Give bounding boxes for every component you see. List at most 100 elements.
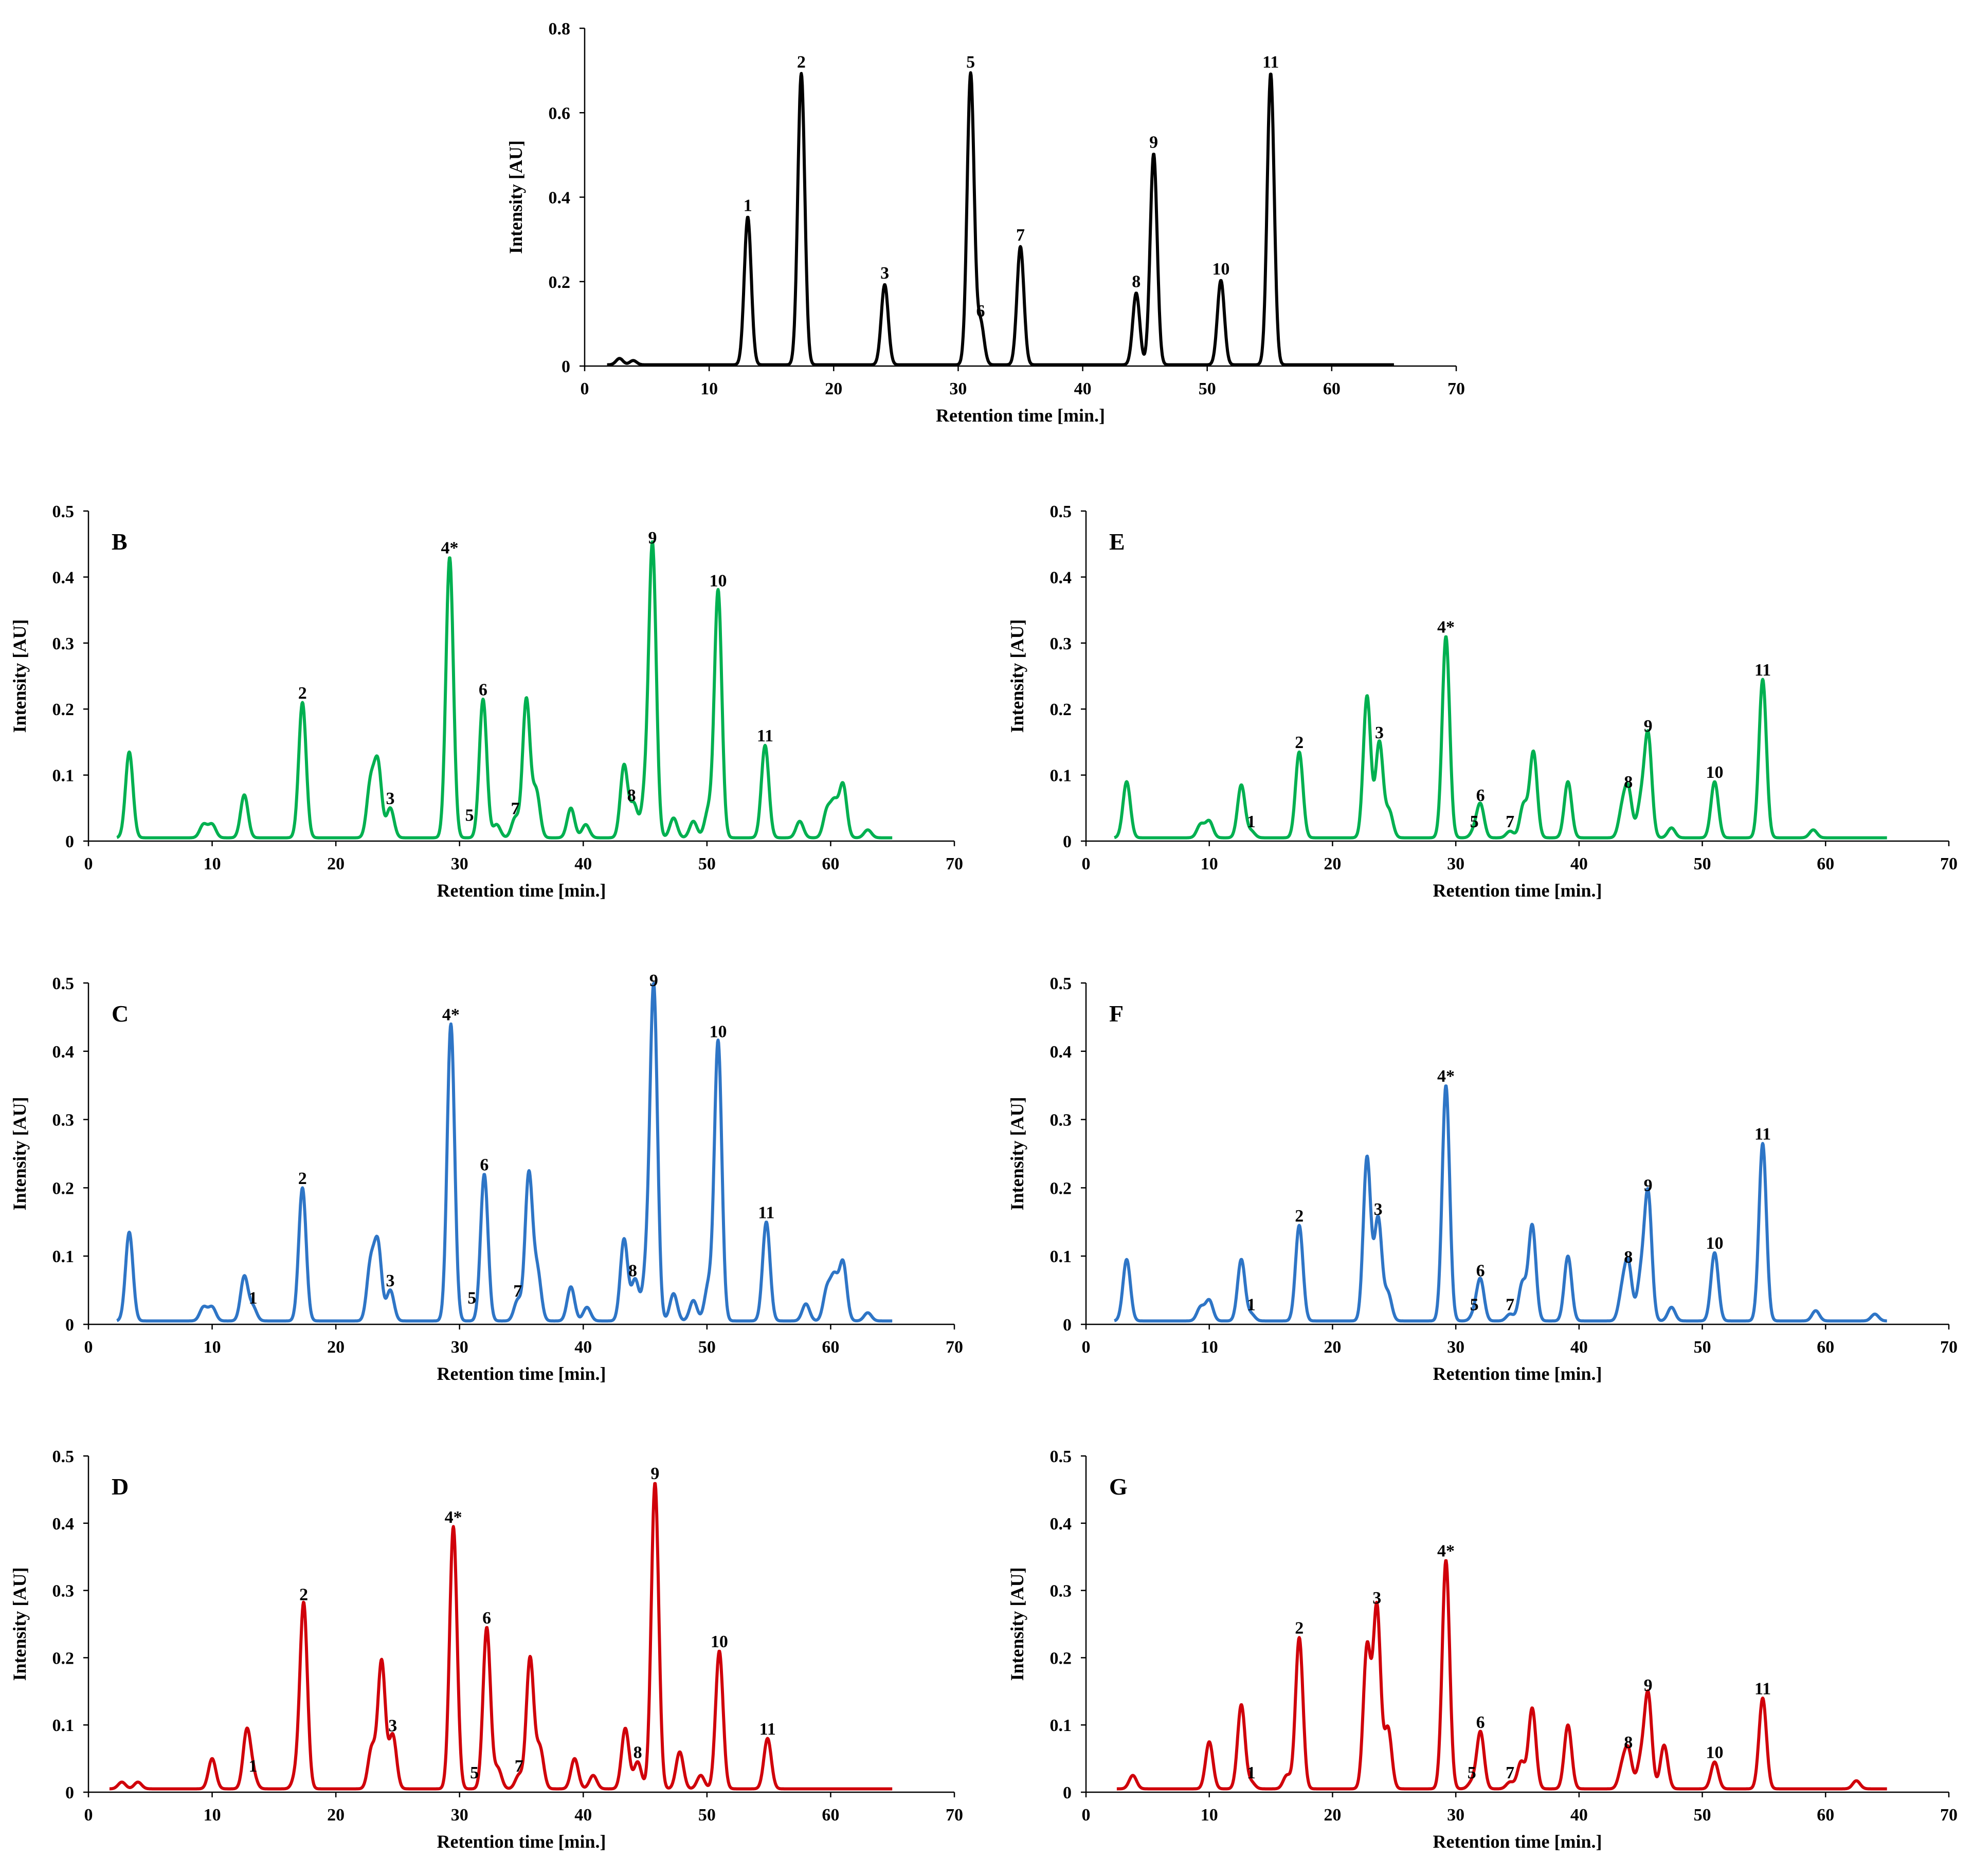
peak-label: 11: [1754, 1679, 1771, 1698]
panel-label-D: D: [112, 1473, 129, 1500]
peak-label: 8: [1132, 272, 1141, 291]
peak-label: 3: [1372, 1589, 1381, 1608]
panel-label-G: G: [1109, 1473, 1128, 1500]
x-tick-label: 50: [698, 854, 716, 873]
chromatogram-trace-G: [1115, 1559, 1888, 1791]
x-axis-title: Retention time [min.]: [437, 1831, 606, 1852]
x-tick-label: 0: [84, 1338, 93, 1357]
x-tick-label: 20: [327, 1806, 345, 1825]
x-axis-title: Retention time [min.]: [1433, 1831, 1602, 1852]
x-tick-label: 30: [451, 1338, 468, 1357]
x-tick-label: 40: [1074, 379, 1092, 398]
chromatogram-trace-C: [116, 981, 894, 1323]
x-tick-label: 20: [327, 1338, 345, 1357]
peak-label: 3: [1374, 1200, 1383, 1219]
x-tick-label: 0: [1082, 854, 1091, 873]
x-tick-label: 20: [327, 854, 345, 873]
x-tick-label: 10: [1201, 1338, 1218, 1357]
y-tick-label: 0: [1063, 832, 1072, 851]
peak-label: 9: [1644, 1176, 1653, 1195]
peak-label: 5: [1470, 812, 1479, 831]
peak-label: 3: [880, 264, 889, 283]
x-tick-label: 60: [822, 1338, 839, 1357]
peak-label: 8: [1624, 773, 1633, 792]
x-axis-title: Retention time [min.]: [936, 405, 1105, 426]
peak-label: 7: [1506, 1296, 1514, 1315]
y-tick-label: 0: [562, 357, 570, 376]
x-tick-label: 10: [1201, 854, 1218, 873]
peak-label: 11: [757, 726, 773, 745]
panel-label-E: E: [1109, 529, 1125, 555]
y-tick-label: 0.5: [52, 1447, 75, 1466]
y-tick-label: 0.8: [549, 20, 571, 39]
y-tick-label: 0.5: [52, 502, 75, 521]
peak-label: 6: [976, 302, 985, 321]
y-tick-label: 0.4: [1050, 1043, 1072, 1062]
peak-label: 10: [711, 1632, 728, 1651]
y-tick-label: 0.5: [52, 974, 75, 993]
peak-label: 6: [479, 680, 487, 699]
y-tick-label: 0.3: [52, 1111, 75, 1130]
x-tick-label: 10: [700, 379, 718, 398]
chromatogram-panel-A: 0 10 20 30 40 50 60 70 0 0.2 0.4 0.6 0.8 Retention ti…: [505, 20, 1465, 426]
peak-label: 8: [627, 786, 636, 805]
x-tick-label: 50: [1694, 1338, 1711, 1357]
x-tick-label: 0: [1082, 1806, 1091, 1825]
y-tick-label: 0.4: [52, 568, 75, 587]
peak-label: 8: [628, 1261, 637, 1280]
x-tick-label: 60: [1817, 1806, 1834, 1825]
peak-label: 4*: [1437, 1067, 1455, 1086]
peak-label: 11: [1262, 52, 1279, 71]
peak-label: 7: [511, 799, 519, 818]
peak-label: 7: [513, 1282, 522, 1301]
x-tick-label: 30: [451, 1806, 468, 1825]
y-tick-label: 0.1: [52, 1716, 75, 1735]
peak-label: 6: [482, 1609, 491, 1628]
x-tick-label: 70: [946, 1806, 963, 1825]
peak-label: 5: [1470, 1296, 1479, 1315]
x-tick-label: 20: [1324, 1806, 1341, 1825]
peak-label: 10: [710, 1023, 727, 1042]
chromatogram-trace-D: [108, 1482, 894, 1791]
y-tick-label: 0.2: [1050, 1179, 1072, 1198]
y-tick-label: 0.2: [52, 700, 75, 719]
chromatogram-panel-C: 0 10 20 30 40 50 60 70 0 0.1 0.2 0.3 0.4 0.5 Retention…: [9, 971, 963, 1384]
x-tick-label: 0: [581, 379, 589, 398]
peak-label: 4*: [1437, 1541, 1455, 1560]
x-tick-label: 40: [574, 1806, 592, 1825]
peak-label: 5: [470, 1763, 479, 1782]
y-tick-label: 0.3: [52, 1582, 75, 1601]
peak-label: 7: [1506, 1763, 1514, 1782]
peak-label: 10: [1706, 1234, 1724, 1253]
x-tick-label: 70: [946, 854, 963, 873]
y-axis-title: Intensity [AU]: [9, 1097, 30, 1211]
y-tick-label: 0.3: [1050, 1582, 1072, 1601]
x-tick-label: 10: [204, 854, 221, 873]
peak-label: 3: [386, 789, 394, 808]
y-tick-label: 0.1: [52, 1247, 75, 1266]
x-axis-title: Retention time [min.]: [437, 880, 606, 901]
chromatogram-trace-F: [1113, 1084, 1888, 1323]
peak-label: 4*: [445, 1508, 462, 1527]
y-tick-label: 0.5: [1050, 1447, 1072, 1466]
peak-label: 2: [797, 52, 806, 71]
x-tick-label: 40: [574, 854, 592, 873]
x-tick-label: 50: [698, 1806, 716, 1825]
peak-label: 8: [633, 1743, 642, 1762]
peak-label: 3: [386, 1271, 394, 1290]
y-axis-title: Intensity [AU]: [9, 620, 30, 733]
peak-label: 1: [1247, 1763, 1256, 1782]
y-tick-label: 0.2: [52, 1179, 75, 1198]
x-tick-label: 0: [84, 1806, 93, 1825]
y-tick-label: 0.1: [1050, 1716, 1072, 1735]
x-tick-label: 0: [1082, 1338, 1091, 1357]
x-tick-label: 40: [1570, 1806, 1588, 1825]
peak-label: 11: [758, 1203, 774, 1222]
x-tick-label: 30: [1447, 854, 1464, 873]
chromatogram-trace-E: [1113, 635, 1888, 840]
x-tick-label: 10: [1201, 1806, 1218, 1825]
peak-label: 10: [1212, 260, 1229, 279]
x-axis-title: Retention time [min.]: [437, 1363, 606, 1384]
peak-label: 11: [759, 1720, 776, 1739]
